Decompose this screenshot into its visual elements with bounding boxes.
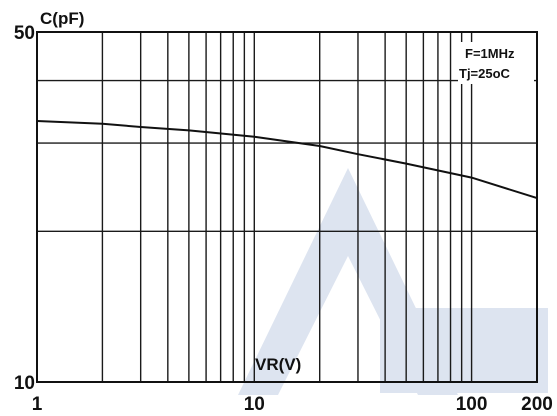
y-tick-label: 10 [14, 373, 35, 394]
x-tick-label: 10 [244, 394, 265, 415]
x-axis-title: VR(V) [255, 355, 301, 374]
annotation-temperature: Tj=25oC [459, 66, 511, 81]
watermark-logo [238, 168, 548, 395]
plot-frame [36, 31, 538, 383]
annotation-box [458, 42, 534, 84]
x-tick-label: 100 [456, 394, 488, 415]
x-tick-label: 1 [32, 394, 43, 415]
y-axis-title: C(pF) [40, 9, 84, 28]
grid-layer [37, 32, 537, 382]
series-layer [36, 120, 538, 200]
x-tick-label: 200 [521, 394, 553, 415]
capacitance-curve [36, 120, 538, 200]
annotation-frequency: F=1MHz [465, 46, 515, 61]
y-tick-label: 50 [14, 23, 35, 44]
